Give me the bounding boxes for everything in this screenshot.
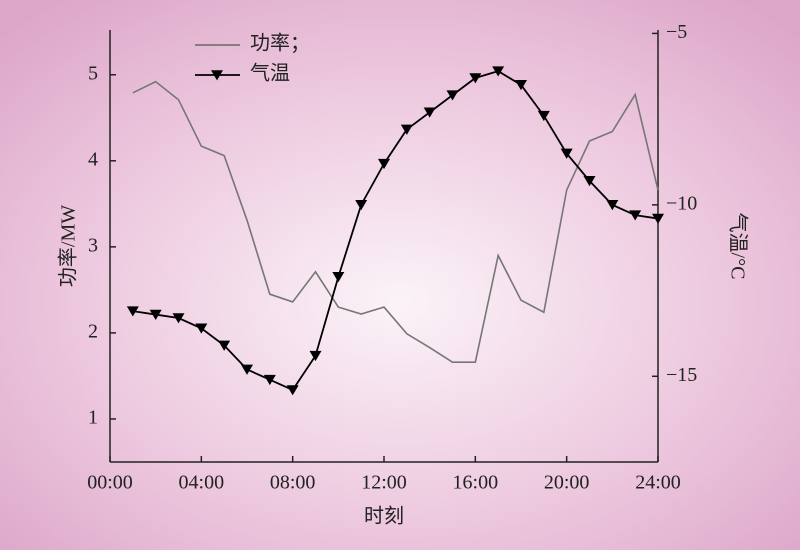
- x-tick-label: 24:00: [635, 472, 681, 494]
- marker: [241, 364, 253, 375]
- x-tick-label: 16:00: [453, 472, 499, 494]
- marker: [400, 124, 413, 135]
- y-tick-label: 2: [88, 321, 98, 343]
- y-tick-label: 1: [88, 407, 98, 429]
- y-axis-title: 功率/MW: [57, 205, 80, 287]
- marker: [423, 107, 436, 118]
- y2-tick-label: −10: [666, 192, 697, 214]
- marker: [560, 148, 573, 159]
- marker: [492, 66, 505, 77]
- marker: [606, 200, 619, 211]
- marker: [172, 313, 185, 324]
- marker: [446, 90, 459, 101]
- legend-label: 功率；: [250, 32, 310, 55]
- series-line: [132, 80, 659, 363]
- legend-marker: [211, 70, 223, 81]
- y2-axis-title: 气温/°C: [726, 213, 749, 280]
- y-tick-label: 4: [88, 148, 98, 170]
- y-tick-label: 3: [88, 234, 98, 256]
- y2-tick-label: −15: [666, 364, 697, 386]
- marker: [378, 158, 390, 170]
- marker: [583, 176, 596, 187]
- x-axis-title: 时刻: [364, 505, 404, 528]
- marker: [286, 385, 299, 396]
- marker: [629, 210, 642, 221]
- marker: [149, 309, 162, 320]
- x-tick-label: 04:00: [179, 472, 225, 494]
- marker: [126, 306, 139, 317]
- marker: [263, 374, 276, 386]
- x-tick-label: 20:00: [544, 472, 590, 494]
- marker: [537, 110, 550, 122]
- marker: [309, 350, 322, 362]
- x-tick-label: 00:00: [87, 472, 133, 494]
- x-tick-label: 12:00: [361, 472, 407, 494]
- x-tick-label: 08:00: [270, 472, 316, 494]
- marker: [515, 80, 527, 91]
- y-tick-label: 5: [88, 62, 98, 84]
- legend-label: 气温: [250, 62, 290, 85]
- marker: [469, 73, 482, 84]
- marker: [332, 272, 345, 283]
- marker: [195, 323, 208, 334]
- marker: [355, 200, 368, 211]
- marker: [652, 213, 664, 224]
- y2-tick-label: −5: [666, 21, 687, 43]
- marker: [218, 340, 231, 351]
